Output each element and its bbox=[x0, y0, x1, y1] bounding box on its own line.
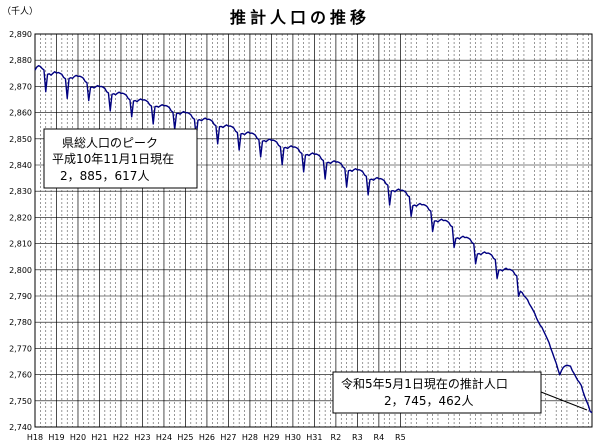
x-tick-label: H30 bbox=[285, 433, 301, 442]
y-tick-label: 2,880 bbox=[9, 56, 32, 65]
y-tick-label: 2,750 bbox=[9, 397, 32, 406]
x-axis: H18 H19 H20 H21 H22 H23 H24 H25 H26 H27 H28 H29 H30 H… bbox=[27, 433, 406, 442]
y-tick-label: 2,890 bbox=[9, 30, 32, 39]
x-tick-label: H31 bbox=[306, 433, 322, 442]
y-tick-label: 2,820 bbox=[9, 213, 32, 222]
x-tick-label: H26 bbox=[199, 433, 215, 442]
x-tick-label: R5 bbox=[395, 433, 406, 442]
peak-annotation-line1: 県総人口のピーク bbox=[62, 136, 158, 150]
y-tick-label: 2,800 bbox=[9, 266, 32, 275]
plot-area bbox=[34, 33, 593, 428]
x-tick-label: H29 bbox=[263, 433, 279, 442]
y-tick-label: 2,780 bbox=[9, 318, 32, 327]
x-tick-label: H24 bbox=[156, 433, 172, 442]
y-tick-label: 2,770 bbox=[9, 344, 32, 353]
x-tick-label: H20 bbox=[70, 433, 86, 442]
x-tick-label: H27 bbox=[220, 433, 236, 442]
y-tick-label: 2,870 bbox=[9, 82, 32, 91]
y-tick-label: 2,850 bbox=[9, 135, 32, 144]
peak-annotation-line2: 平成10年11月1日現在 bbox=[52, 152, 174, 166]
y-tick-label: 2,860 bbox=[9, 109, 32, 118]
x-tick-label: H18 bbox=[27, 433, 43, 442]
y-tick-label: 2,790 bbox=[9, 292, 32, 301]
x-tick-label: H21 bbox=[91, 433, 107, 442]
y-tick-label: 2,840 bbox=[9, 161, 32, 170]
x-tick-label: H28 bbox=[242, 433, 258, 442]
x-tick-label: R2 bbox=[331, 433, 342, 442]
current-annotation-line1: 令和5年5月1日現在の推計人口 bbox=[341, 376, 508, 391]
y-tick-label: 2,830 bbox=[9, 187, 32, 196]
x-tick-label: H22 bbox=[113, 433, 129, 442]
x-tick-label: R4 bbox=[374, 433, 385, 442]
x-tick-label: H25 bbox=[177, 433, 193, 442]
y-axis: 2,740 2,750 2,760 2,770 2,780 2,790 2,800 2,810… bbox=[9, 30, 32, 432]
peak-annotation-box bbox=[43, 128, 198, 189]
unit-label: （千人） bbox=[2, 6, 38, 17]
y-tick-label: 2,740 bbox=[9, 423, 32, 432]
current-annotation-box bbox=[332, 371, 542, 414]
current-annotation-line2: 2，745，462人 bbox=[384, 394, 473, 408]
peak-annotation: 県総人口のピーク 平成10年11月1日現在 2，885，617人 bbox=[43, 128, 198, 189]
x-tick-label: H23 bbox=[134, 433, 150, 442]
x-tick-label: R3 bbox=[352, 433, 363, 442]
chart-title: 推計人口の推移 bbox=[230, 8, 370, 27]
callout-line bbox=[540, 391, 588, 411]
y-tick-label: 2,810 bbox=[9, 240, 32, 249]
current-annotation: 令和5年5月1日現在の推計人口 2，745，462人 bbox=[332, 371, 588, 414]
y-tick-label: 2,760 bbox=[9, 371, 32, 380]
peak-annotation-line3: 2，885，617人 bbox=[60, 169, 149, 183]
population-line bbox=[34, 65, 593, 414]
x-tick-label: H19 bbox=[48, 433, 64, 442]
series-group bbox=[34, 65, 593, 414]
